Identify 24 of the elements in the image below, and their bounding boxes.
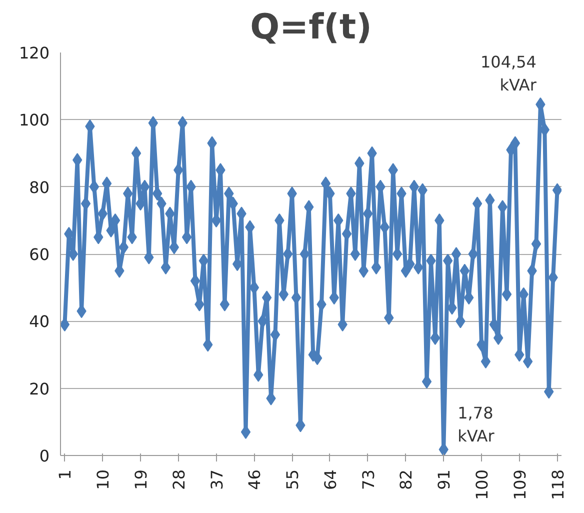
annotation: 1,78 kVAr xyxy=(458,404,495,446)
y-tick-label: 100 xyxy=(18,110,50,130)
x-tick-label: 1 xyxy=(56,469,75,480)
x-tick-label: 91 xyxy=(434,470,454,490)
x-tick-label: 118 xyxy=(548,469,568,500)
x-tick-label: 100 xyxy=(472,469,492,500)
chart-title: Q=f(t) xyxy=(250,8,372,48)
x-tick-label: 46 xyxy=(245,470,264,490)
y-tick-label: 0 xyxy=(39,446,50,466)
x-tick-label: 37 xyxy=(207,470,226,490)
x-tick-label: 109 xyxy=(510,469,530,500)
x-tick-label: 19 xyxy=(131,470,150,490)
x-tick-label: 10 xyxy=(94,470,113,490)
y-tick-label: 80 xyxy=(29,178,50,197)
x-tick-label: 82 xyxy=(396,470,416,490)
x-tick-label: 73 xyxy=(358,470,378,490)
x-tick-label: 28 xyxy=(169,470,188,490)
x-tick-label: 64 xyxy=(320,470,340,490)
annotation: 104,54 kVAr xyxy=(480,52,537,94)
y-tick-label: 60 xyxy=(29,245,50,264)
y-tick-label: 120 xyxy=(18,44,50,62)
y-tick-label: 40 xyxy=(29,312,50,332)
x-tick-label: 55 xyxy=(283,470,302,490)
y-tick-label: 20 xyxy=(29,379,50,398)
